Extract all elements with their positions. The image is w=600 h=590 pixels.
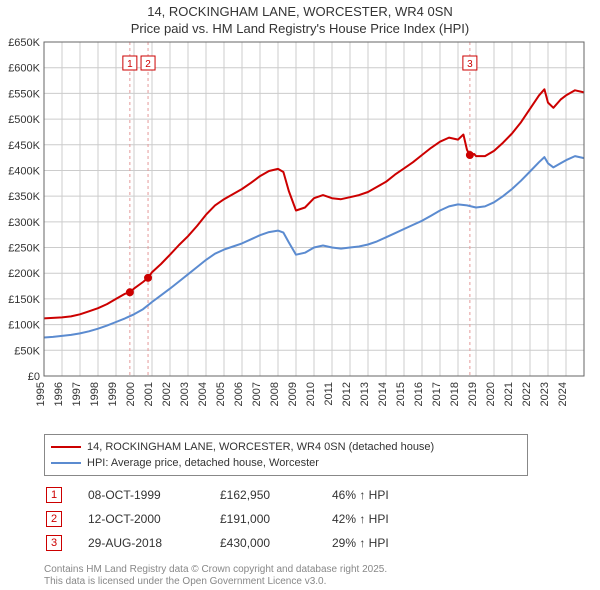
sale-price: £430,000: [220, 532, 330, 554]
svg-text:2010: 2010: [305, 382, 317, 406]
svg-text:1997: 1997: [71, 382, 83, 406]
svg-text:£350K: £350K: [8, 191, 40, 203]
table-row: 1 08-OCT-1999 £162,950 46% ↑ HPI: [46, 484, 462, 506]
svg-text:1: 1: [127, 59, 133, 70]
svg-text:£50K: £50K: [14, 345, 40, 357]
svg-text:2005: 2005: [215, 382, 227, 406]
svg-text:3: 3: [467, 59, 473, 70]
svg-text:£550K: £550K: [8, 88, 40, 100]
sale-pct: 46% ↑ HPI: [332, 484, 462, 506]
sale-pct: 42% ↑ HPI: [332, 508, 462, 530]
svg-text:2012: 2012: [341, 382, 353, 406]
marker-badge: 2: [46, 511, 62, 527]
svg-text:2018: 2018: [449, 382, 461, 406]
svg-text:1998: 1998: [89, 382, 101, 406]
svg-text:£600K: £600K: [8, 62, 40, 74]
svg-text:£250K: £250K: [8, 242, 40, 254]
svg-text:2008: 2008: [269, 382, 281, 406]
legend-label: 14, ROCKINGHAM LANE, WORCESTER, WR4 0SN …: [87, 441, 434, 453]
svg-text:2014: 2014: [377, 382, 389, 406]
svg-text:2017: 2017: [431, 382, 443, 406]
sale-date: 08-OCT-1999: [88, 484, 218, 506]
svg-text:£500K: £500K: [8, 114, 40, 126]
title-line2: Price paid vs. HM Land Registry's House …: [0, 21, 600, 38]
line-chart-svg: £0 £50K £100K £150K £200K £250K £300K £350K £400…: [0, 38, 600, 428]
svg-text:2006: 2006: [233, 382, 245, 406]
sales-table: 1 08-OCT-1999 £162,950 46% ↑ HPI 2 12-OC…: [44, 482, 464, 556]
svg-text:2021: 2021: [503, 382, 515, 406]
footer-line1: Contains HM Land Registry data © Crown c…: [44, 564, 600, 577]
legend-swatch: [51, 446, 81, 448]
svg-text:1995: 1995: [35, 382, 47, 406]
svg-text:2001: 2001: [143, 382, 155, 406]
svg-text:£200K: £200K: [8, 268, 40, 280]
legend-label: HPI: Average price, detached house, Worc…: [87, 457, 319, 469]
sale-date: 29-AUG-2018: [88, 532, 218, 554]
svg-text:2015: 2015: [395, 382, 407, 406]
legend-swatch: [51, 462, 81, 464]
table-row: 3 29-AUG-2018 £430,000 29% ↑ HPI: [46, 532, 462, 554]
svg-text:2020: 2020: [485, 382, 497, 406]
legend-item: 14, ROCKINGHAM LANE, WORCESTER, WR4 0SN …: [51, 439, 521, 455]
svg-text:2023: 2023: [539, 382, 551, 406]
svg-text:£450K: £450K: [8, 140, 40, 152]
svg-text:2016: 2016: [413, 382, 425, 406]
svg-text:£100K: £100K: [8, 319, 40, 331]
svg-text:2003: 2003: [179, 382, 191, 406]
svg-text:2019: 2019: [467, 382, 479, 406]
table-row: 2 12-OCT-2000 £191,000 42% ↑ HPI: [46, 508, 462, 530]
svg-text:2: 2: [145, 59, 151, 70]
svg-text:1999: 1999: [107, 382, 119, 406]
sale-price: £162,950: [220, 484, 330, 506]
svg-text:£150K: £150K: [8, 294, 40, 306]
svg-text:£300K: £300K: [8, 217, 40, 229]
legend-item: HPI: Average price, detached house, Worc…: [51, 455, 521, 471]
footer-attribution: Contains HM Land Registry data © Crown c…: [44, 564, 600, 589]
svg-text:£400K: £400K: [8, 165, 40, 177]
chart-title-block: 14, ROCKINGHAM LANE, WORCESTER, WR4 0SN …: [0, 0, 600, 38]
svg-text:2000: 2000: [125, 382, 137, 406]
svg-text:2007: 2007: [251, 382, 263, 406]
svg-text:2022: 2022: [521, 382, 533, 406]
sale-pct: 29% ↑ HPI: [332, 532, 462, 554]
marker-badge: 1: [46, 487, 62, 503]
marker-badge: 3: [46, 535, 62, 551]
legend-box: 14, ROCKINGHAM LANE, WORCESTER, WR4 0SN …: [44, 434, 528, 476]
svg-text:2002: 2002: [161, 382, 173, 406]
svg-text:2011: 2011: [323, 382, 335, 406]
chart-area: £0 £50K £100K £150K £200K £250K £300K £350K £400…: [0, 38, 600, 428]
sale-date: 12-OCT-2000: [88, 508, 218, 530]
svg-text:2013: 2013: [359, 382, 371, 406]
svg-text:2009: 2009: [287, 382, 299, 406]
svg-text:£0: £0: [28, 371, 40, 383]
svg-text:2004: 2004: [197, 382, 209, 406]
footer-line2: This data is licensed under the Open Gov…: [44, 576, 600, 589]
svg-text:1996: 1996: [53, 382, 65, 406]
svg-text:£650K: £650K: [8, 38, 40, 49]
sale-price: £191,000: [220, 508, 330, 530]
title-line1: 14, ROCKINGHAM LANE, WORCESTER, WR4 0SN: [0, 4, 600, 21]
svg-text:2024: 2024: [557, 382, 569, 406]
